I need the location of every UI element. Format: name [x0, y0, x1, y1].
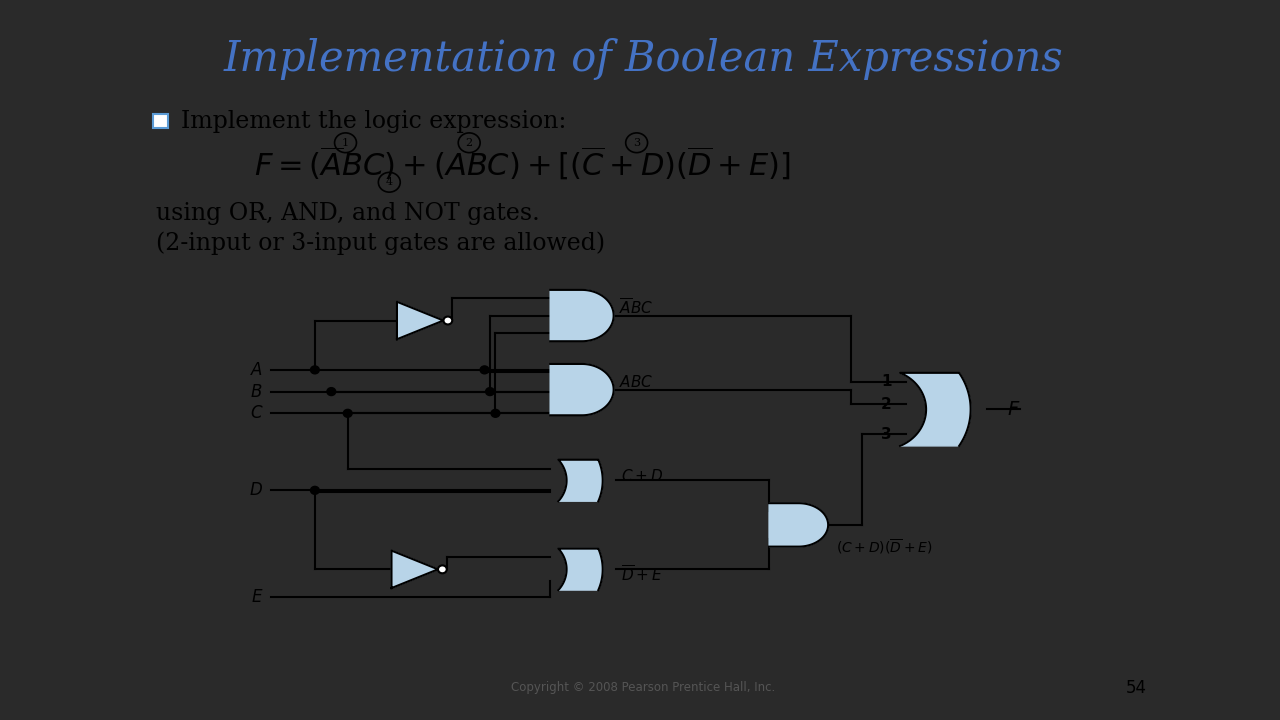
Text: (2-input or 3-input gates are allowed): (2-input or 3-input gates are allowed) — [156, 232, 605, 256]
Text: 3: 3 — [881, 426, 891, 441]
Text: C: C — [251, 405, 262, 423]
Bar — [769, 503, 799, 546]
Text: $\overline{A}BC$: $\overline{A}BC$ — [620, 297, 653, 318]
Polygon shape — [769, 503, 828, 546]
Circle shape — [443, 317, 452, 325]
Polygon shape — [550, 290, 613, 341]
Text: 3: 3 — [634, 138, 640, 148]
Text: $F$: $F$ — [1006, 400, 1020, 419]
Text: D: D — [250, 482, 262, 500]
Polygon shape — [558, 460, 603, 501]
Bar — [550, 364, 582, 415]
Circle shape — [326, 387, 335, 395]
Polygon shape — [392, 551, 438, 588]
Text: E: E — [252, 588, 262, 606]
Text: 4: 4 — [385, 177, 393, 187]
Text: Implementation of Boolean Expressions: Implementation of Boolean Expressions — [224, 38, 1062, 80]
Polygon shape — [558, 549, 603, 590]
Text: $C + D$: $C + D$ — [621, 467, 664, 484]
Circle shape — [480, 366, 489, 374]
Circle shape — [438, 565, 447, 573]
Circle shape — [485, 387, 494, 395]
Polygon shape — [900, 373, 970, 446]
Text: A: A — [251, 361, 262, 379]
Polygon shape — [550, 364, 613, 415]
Text: $ABC$: $ABC$ — [620, 374, 653, 390]
Text: $(C + D)(\overline{D} + E)$: $(C + D)(\overline{D} + E)$ — [836, 537, 932, 556]
Circle shape — [343, 410, 352, 418]
Bar — [550, 290, 582, 341]
Text: $\overline{D} + E$: $\overline{D} + E$ — [621, 564, 663, 585]
Text: 2: 2 — [466, 138, 472, 148]
Circle shape — [311, 487, 319, 495]
Text: using OR, AND, and NOT gates.: using OR, AND, and NOT gates. — [156, 202, 540, 225]
Text: 2: 2 — [881, 397, 892, 412]
Text: Implement the logic expression:: Implement the logic expression: — [182, 109, 567, 132]
Text: $F = (\overline{A}BC) + (ABC) + [(\overline{C} + D)(\overline{D} + E)]$: $F = (\overline{A}BC) + (ABC) + [(\overl… — [255, 146, 791, 183]
Text: 1: 1 — [342, 138, 349, 148]
Circle shape — [492, 410, 499, 418]
Polygon shape — [397, 302, 443, 339]
Text: B: B — [251, 382, 262, 400]
Text: Copyright © 2008 Pearson Prentice Hall, Inc.: Copyright © 2008 Pearson Prentice Hall, … — [511, 681, 776, 694]
Bar — [152, 114, 168, 128]
Circle shape — [311, 366, 319, 374]
Text: 54: 54 — [1125, 679, 1147, 697]
Text: 1: 1 — [881, 374, 891, 390]
